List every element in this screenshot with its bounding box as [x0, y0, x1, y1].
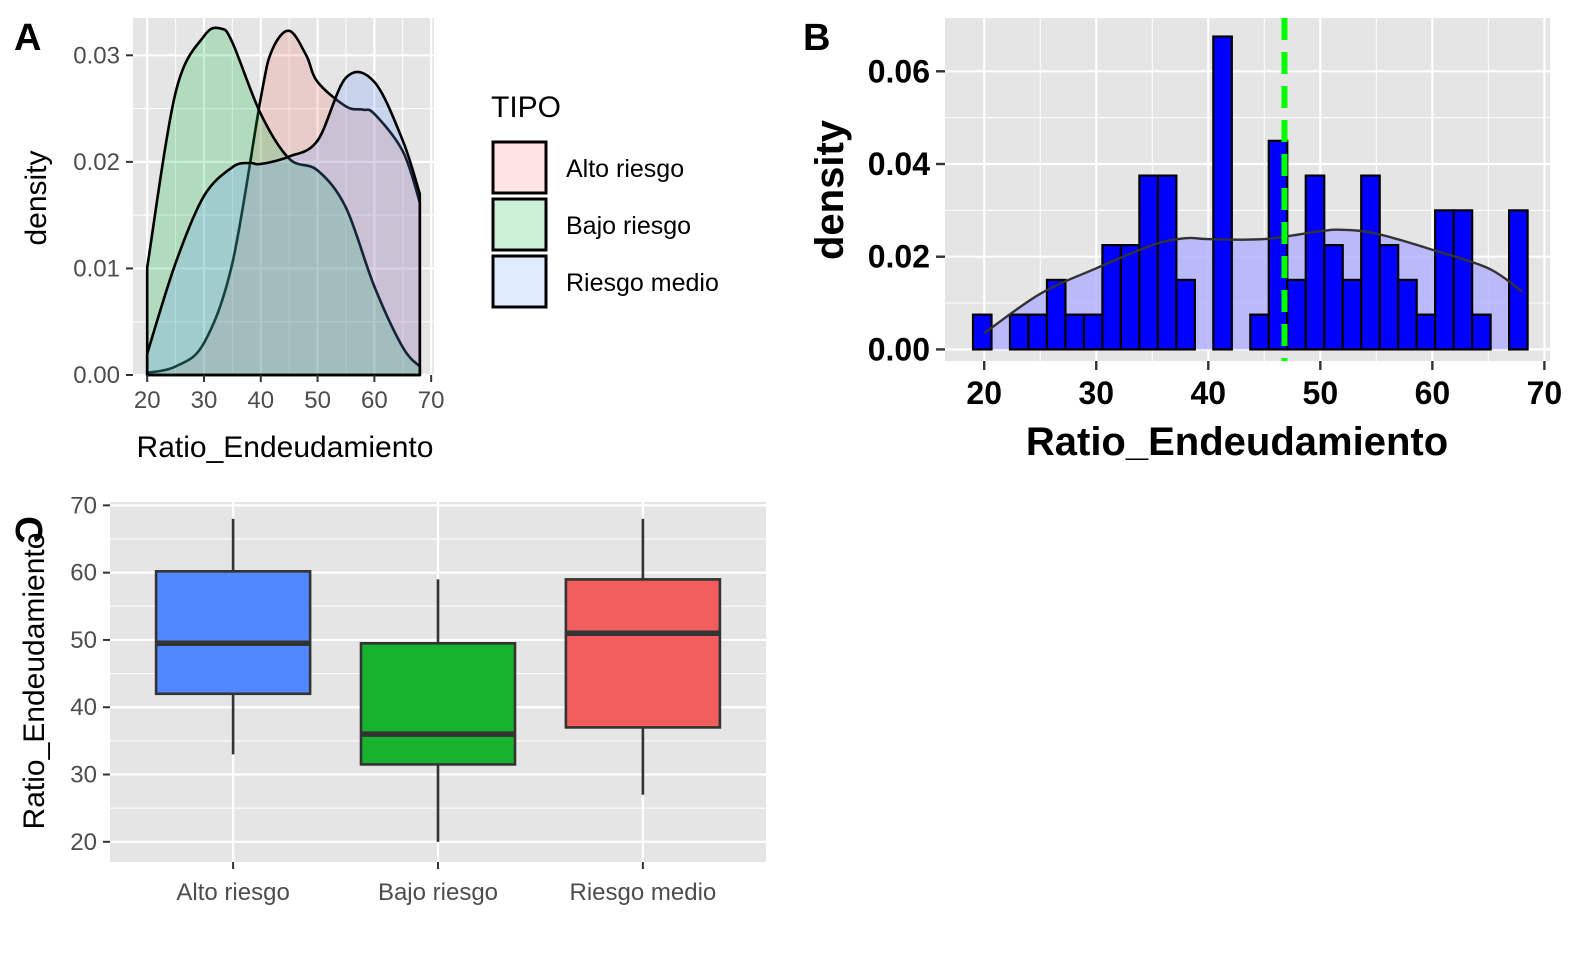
histogram-bar — [1138, 174, 1159, 351]
panel-c-x-tick-labels: Alto riesgo Bajo riesgo Riesgo medio — [176, 879, 716, 906]
panel-a-x-tick-label: 40 — [247, 387, 274, 414]
panel-c-x-tick-label: Alto riesgo — [176, 879, 289, 906]
box-bajo-riesgo — [359, 579, 517, 842]
panel-b-tag: B — [803, 17, 830, 59]
histogram-bar — [1360, 174, 1381, 351]
histogram-bar — [1045, 278, 1067, 351]
histogram-bar — [1249, 313, 1270, 351]
panel-c-y-tick-label: 50 — [70, 627, 97, 654]
panel-b-x-tick-label: 60 — [1415, 375, 1451, 411]
panel-a-density-chart: 20 30 40 50 60 70 0.00 0.01 0.02 0.03 Ratio_Ende… — [14, 17, 719, 464]
panel-a-x-tick-label: 70 — [418, 387, 445, 414]
legend-key-bajo-riesgo — [491, 197, 548, 252]
panel-c-y-axis-title: Ratio_Endeudamiento — [18, 533, 51, 830]
histogram-bar — [1378, 244, 1400, 351]
panel-a-x-tick-label: 20 — [134, 387, 161, 414]
panel-b-histogram-bars — [971, 35, 1529, 351]
panel-b-y-axis-title: density — [808, 119, 852, 260]
histogram-bar — [1175, 278, 1196, 351]
density-area-bajo-riesgo — [145, 26, 422, 377]
histogram-bar — [1119, 244, 1141, 351]
density-area-alto-riesgo — [145, 29, 422, 377]
histogram-bar — [1415, 313, 1437, 351]
legend-item-bajo-riesgo: Bajo riesgo — [491, 197, 691, 252]
panel-a-x-tick-labels: 20 30 40 50 60 70 — [134, 387, 445, 414]
panel-c-y-tick-label: 40 — [70, 694, 97, 721]
histogram-bar — [1027, 313, 1049, 351]
histogram-bar — [1434, 209, 1455, 351]
panel-a-y-tick-label: 0.03 — [73, 42, 120, 69]
panel-c-x-tick-label: Bajo riesgo — [378, 879, 498, 906]
panel-b-y-tick-label: 0.06 — [868, 53, 930, 89]
panel-c-y-tick-labels: 20 30 40 50 60 70 — [70, 492, 97, 855]
panel-b-y-tick-label: 0.00 — [868, 331, 930, 367]
panel-b-y-tick-labels: 0.00 0.02 0.04 0.06 — [868, 53, 930, 367]
panel-c-y-tick-label: 20 — [70, 829, 97, 856]
panel-b-tick-marks — [936, 70, 1546, 370]
panel-c-tick-marks — [103, 504, 644, 869]
panel-a-tag: A — [14, 17, 41, 59]
panel-a-legend: TIPO Alto riesgo Bajo riesgo Riesgo medi… — [491, 91, 719, 309]
panel-b-histogram-chart: 20 30 40 50 60 70 0.00 0.02 0.04 0.06 Ratio_Ende… — [803, 17, 1562, 464]
panel-b-y-tick-label: 0.04 — [868, 146, 930, 182]
histogram-bar — [971, 313, 993, 351]
panel-a-x-tick-label: 60 — [361, 387, 388, 414]
panel-a-background — [133, 18, 434, 375]
legend-key-alto-riesgo — [491, 140, 548, 195]
histogram-bar — [1341, 278, 1363, 351]
legend-title: TIPO — [491, 91, 561, 124]
panel-b-x-tick-label: 40 — [1190, 375, 1226, 411]
box-alto-riesgo — [154, 518, 312, 755]
panel-b-x-tick-label: 30 — [1078, 375, 1114, 411]
density-curve-line — [983, 228, 1523, 335]
legend-item-riesgo-medio: Riesgo medio — [491, 254, 719, 309]
box-riesgo-medio — [564, 518, 722, 795]
panel-a-tick-marks — [126, 54, 433, 382]
panel-c-y-tick-label: 60 — [70, 560, 97, 587]
panel-c-y-tick-label: 30 — [70, 762, 97, 789]
panel-b-x-tick-label: 50 — [1303, 375, 1339, 411]
histogram-bar — [1397, 278, 1418, 351]
histogram-bar — [1452, 209, 1474, 351]
histogram-bar — [1156, 174, 1178, 351]
histogram-bar — [1082, 313, 1104, 351]
panel-b-x-axis-title: Ratio_Endeudamiento — [1026, 420, 1448, 464]
panel-c-boxes — [154, 518, 722, 842]
panel-a-y-tick-label: 0.02 — [73, 149, 120, 176]
panel-a-x-tick-label: 30 — [191, 387, 218, 414]
panel-a-y-tick-label: 0.01 — [73, 255, 120, 282]
panel-a-y-tick-labels: 0.00 0.01 0.02 0.03 — [73, 42, 120, 389]
panel-a-y-tick-label: 0.00 — [73, 362, 120, 389]
legend-item-alto-riesgo: Alto riesgo — [491, 140, 684, 195]
panel-b-x-tick-label: 20 — [966, 375, 1002, 411]
panel-a-x-tick-label: 50 — [304, 387, 331, 414]
histogram-bar — [1212, 35, 1233, 351]
panel-a-y-axis-title: density — [20, 150, 53, 245]
histogram-bar — [1286, 278, 1307, 351]
box-body — [154, 570, 312, 696]
panel-c-x-tick-label: Riesgo medio — [570, 879, 717, 906]
histogram-bar — [1471, 313, 1492, 351]
panel-c-y-tick-label: 70 — [70, 492, 97, 519]
panel-c-boxplot-chart: Alto riesgo Bajo riesgo Riesgo medio 20 30 4… — [7, 492, 766, 906]
legend-key-riesgo-medio — [491, 254, 548, 309]
legend-label-alto-riesgo: Alto riesgo — [566, 155, 684, 183]
panel-c-tag: C — [7, 516, 49, 543]
histogram-bar — [1508, 209, 1529, 351]
histogram-bar — [1323, 244, 1344, 351]
panel-b-x-tick-label: 70 — [1527, 375, 1563, 411]
panel-b-x-tick-labels: 20 30 40 50 60 70 — [966, 375, 1562, 411]
panel-b-y-tick-label: 0.02 — [868, 239, 930, 275]
histogram-bar — [1064, 313, 1086, 351]
box-body — [564, 578, 722, 729]
box-body — [359, 642, 517, 766]
legend-label-bajo-riesgo: Bajo riesgo — [566, 212, 691, 240]
legend-label-riesgo-medio: Riesgo medio — [566, 269, 719, 297]
panel-a-x-axis-title: Ratio_Endeudamiento — [137, 431, 434, 464]
panel-a-density-areas — [145, 26, 422, 377]
histogram-bar — [1304, 174, 1326, 351]
density-area-riesgo-medio — [145, 70, 422, 377]
histogram-bar — [1008, 313, 1030, 351]
